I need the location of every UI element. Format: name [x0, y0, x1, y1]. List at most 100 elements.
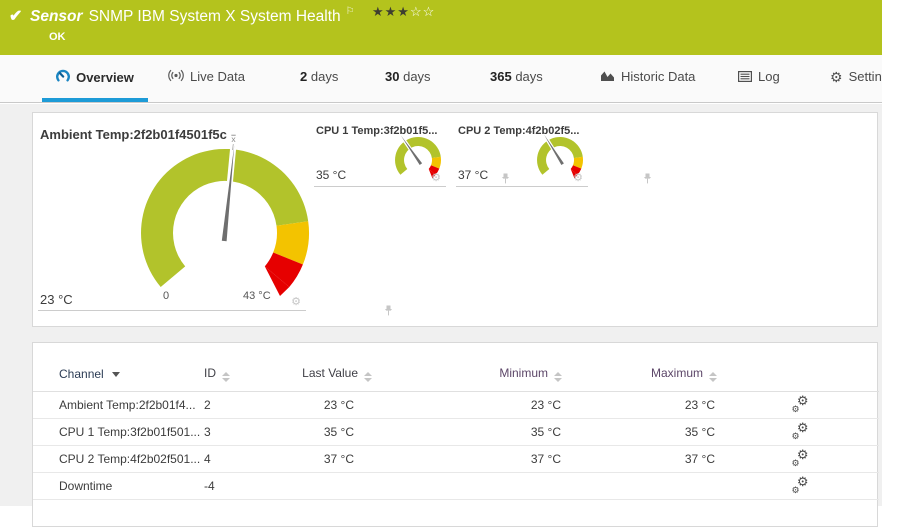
gauge-current-value: 37 °C — [458, 168, 489, 182]
scrollbar-gutter — [882, 0, 897, 506]
cpu1-temp-gauge — [395, 135, 442, 179]
sort-descending-icon — [111, 371, 120, 377]
gauge-icon — [56, 69, 71, 86]
channel-id-cell: 2 — [198, 391, 291, 419]
gauge-widget-cpu1-temp[interactable]: CPU 1 Temp:3f2b01f5... 35 °C ⚙ — [314, 123, 510, 187]
tab-365-days-label[interactable]: days — [515, 69, 543, 84]
minimum-cell: 23 °C — [376, 391, 566, 419]
column-header-minimum[interactable]: Minimum — [376, 357, 566, 392]
channels-panel: Channel ID Last Value Minimum Maximum Am… — [32, 342, 879, 527]
gauge-widget-cpu2-temp[interactable]: CPU 2 Temp:4f2b02f5... 37 °C ⚙ — [456, 123, 652, 187]
tab-2-days-label[interactable]: days — [310, 69, 339, 84]
channel-name-cell[interactable]: CPU 1 Temp:3f2b01f501... — [33, 418, 200, 446]
minimum-cell — [376, 472, 566, 500]
area-chart-icon — [600, 70, 615, 85]
gauge-scale-max: 43 °C — [243, 290, 271, 302]
tab-log-label[interactable]: Log — [758, 69, 780, 84]
last-value-cell: 35 °C — [291, 418, 376, 446]
sensor-title-line: Sensor SNMP IBM System X System Health ⚐ — [30, 6, 355, 26]
channel-table: Channel ID Last Value Minimum Maximum Am… — [33, 357, 879, 500]
column-header-actions — [721, 357, 879, 392]
tab-live-data-label[interactable]: Live Data — [190, 69, 245, 84]
stars-filled[interactable]: ★★★ — [372, 4, 410, 19]
sensor-status-text: OK — [49, 31, 66, 43]
maximum-cell: 37 °C — [566, 445, 721, 473]
gauge-current-value: 35 °C — [316, 168, 347, 182]
last-value-cell — [291, 472, 376, 500]
sort-icon — [709, 371, 717, 382]
maximum-cell: 35 °C — [566, 418, 721, 446]
gauge-settings-icon[interactable]: ⚙ — [573, 172, 583, 184]
priority-flag-icon[interactable]: ⚐ — [345, 6, 355, 17]
tab-30-days-number[interactable]: 30 — [385, 69, 400, 84]
tab-log[interactable]: Log — [738, 69, 780, 85]
channel-settings-icon[interactable]: ⚙ ⚙ — [791, 419, 809, 441]
gauge-widget-ambient-temp[interactable]: Ambient Temp:2f2b01f4501f5c x 23 °C 0 43… — [38, 123, 393, 316]
tab-365-days-number[interactable]: 365 — [490, 69, 512, 84]
channel-name-cell[interactable]: Ambient Temp:2f2b01f4... — [33, 391, 198, 419]
mean-marker: x — [231, 134, 236, 144]
channel-settings-icon[interactable]: ⚙ ⚙ — [791, 446, 809, 468]
channel-name-cell[interactable]: CPU 2 Temp:4f2b02f501... — [33, 445, 200, 473]
active-tab-indicator — [42, 98, 148, 102]
cpu2-temp-gauge — [537, 134, 584, 179]
gauges-panel: Ambient Temp:2f2b01f4501f5c x 23 °C 0 43… — [32, 112, 878, 327]
tab-live-data[interactable]: Live Data — [168, 69, 245, 85]
channel-id-cell: 4 — [198, 445, 291, 473]
table-row-downtime[interactable]: Downtime -4 ⚙ ⚙ — [33, 472, 879, 500]
tab-30-days[interactable]: 30 days — [385, 69, 431, 84]
sort-icon — [364, 371, 372, 382]
tab-historic-data-label[interactable]: Historic Data — [621, 69, 696, 84]
table-header-row: Channel ID Last Value Minimum Maximum — [33, 357, 879, 392]
channel-name-cell[interactable]: Downtime — [33, 472, 198, 500]
priority-stars[interactable]: ★★★☆☆ — [372, 4, 435, 20]
minimum-cell: 35 °C — [376, 418, 566, 446]
sensor-status-banner: ✔ Sensor SNMP IBM System X System Health ⚐… — [0, 0, 882, 55]
tab-2-days[interactable]: 2 days — [300, 69, 338, 84]
table-row-cpu2-temp[interactable]: CPU 2 Temp:4f2b02f501... 4 37 °C 37 °C 3… — [33, 445, 879, 473]
last-value-cell: 37 °C — [291, 445, 376, 473]
column-header-maximum[interactable]: Maximum — [566, 357, 721, 392]
sort-icon — [554, 371, 562, 382]
channel-settings-icon[interactable]: ⚙ ⚙ — [791, 392, 809, 414]
live-data-icon — [168, 69, 184, 85]
gauge-needle — [221, 145, 235, 242]
channel-settings-icon[interactable]: ⚙ ⚙ — [791, 473, 809, 495]
ok-check-icon: ✔ — [9, 8, 23, 25]
gauge-settings-icon[interactable]: ⚙ — [291, 296, 301, 308]
tab-2-days-number[interactable]: 2 — [300, 69, 308, 84]
tab-historic-data[interactable]: Historic Data — [600, 69, 695, 85]
tab-overview[interactable]: Overview — [42, 69, 148, 86]
gauge-title: Ambient Temp:2f2b01f4501f5c — [40, 127, 227, 142]
gauge-needle — [544, 134, 564, 165]
tab-30-days-label[interactable]: days — [403, 69, 431, 84]
gauge-title: CPU 2 Temp:4f2b02f5... — [458, 125, 580, 137]
maximum-cell — [566, 472, 721, 500]
overview-content: Ambient Temp:2f2b01f4501f5c x 23 °C 0 43… — [0, 104, 882, 527]
gauge-needle — [400, 135, 423, 165]
channel-id-cell: 3 — [198, 418, 291, 446]
table-row-ambient-temp[interactable]: Ambient Temp:2f2b01f4... 2 23 °C 23 °C 2… — [33, 391, 879, 419]
sensor-kind-label: Sensor — [30, 8, 83, 25]
gauge-current-value: 23 °C — [40, 292, 73, 307]
log-list-icon — [738, 70, 753, 85]
column-header-channel[interactable]: Channel — [33, 357, 198, 392]
tab-overview-label[interactable]: Overview — [76, 70, 134, 85]
column-header-last-value[interactable]: Last Value — [291, 357, 376, 392]
channel-id-cell: -4 — [198, 472, 291, 500]
gauge-title: CPU 1 Temp:3f2b01f5... — [316, 125, 438, 137]
sort-icon — [222, 371, 230, 382]
last-value-cell: 23 °C — [291, 391, 376, 419]
gauge-scale-min: 0 — [163, 290, 170, 302]
gauge-settings-icon[interactable]: ⚙ — [431, 172, 441, 184]
table-row-cpu1-temp[interactable]: CPU 1 Temp:3f2b01f501... 3 35 °C 35 °C 3… — [33, 418, 879, 446]
gear-icon: ⚙ — [830, 69, 843, 85]
minimum-cell: 37 °C — [376, 445, 566, 473]
stars-empty[interactable]: ☆☆ — [409, 4, 436, 19]
tab-365-days[interactable]: 365 days — [490, 69, 543, 84]
column-header-id[interactable]: ID — [198, 357, 291, 392]
maximum-cell: 23 °C — [566, 391, 721, 419]
ambient-temp-gauge: x — [141, 134, 310, 296]
tab-bar: Overview Live Data 2 days 30 days 365 da… — [0, 55, 896, 103]
